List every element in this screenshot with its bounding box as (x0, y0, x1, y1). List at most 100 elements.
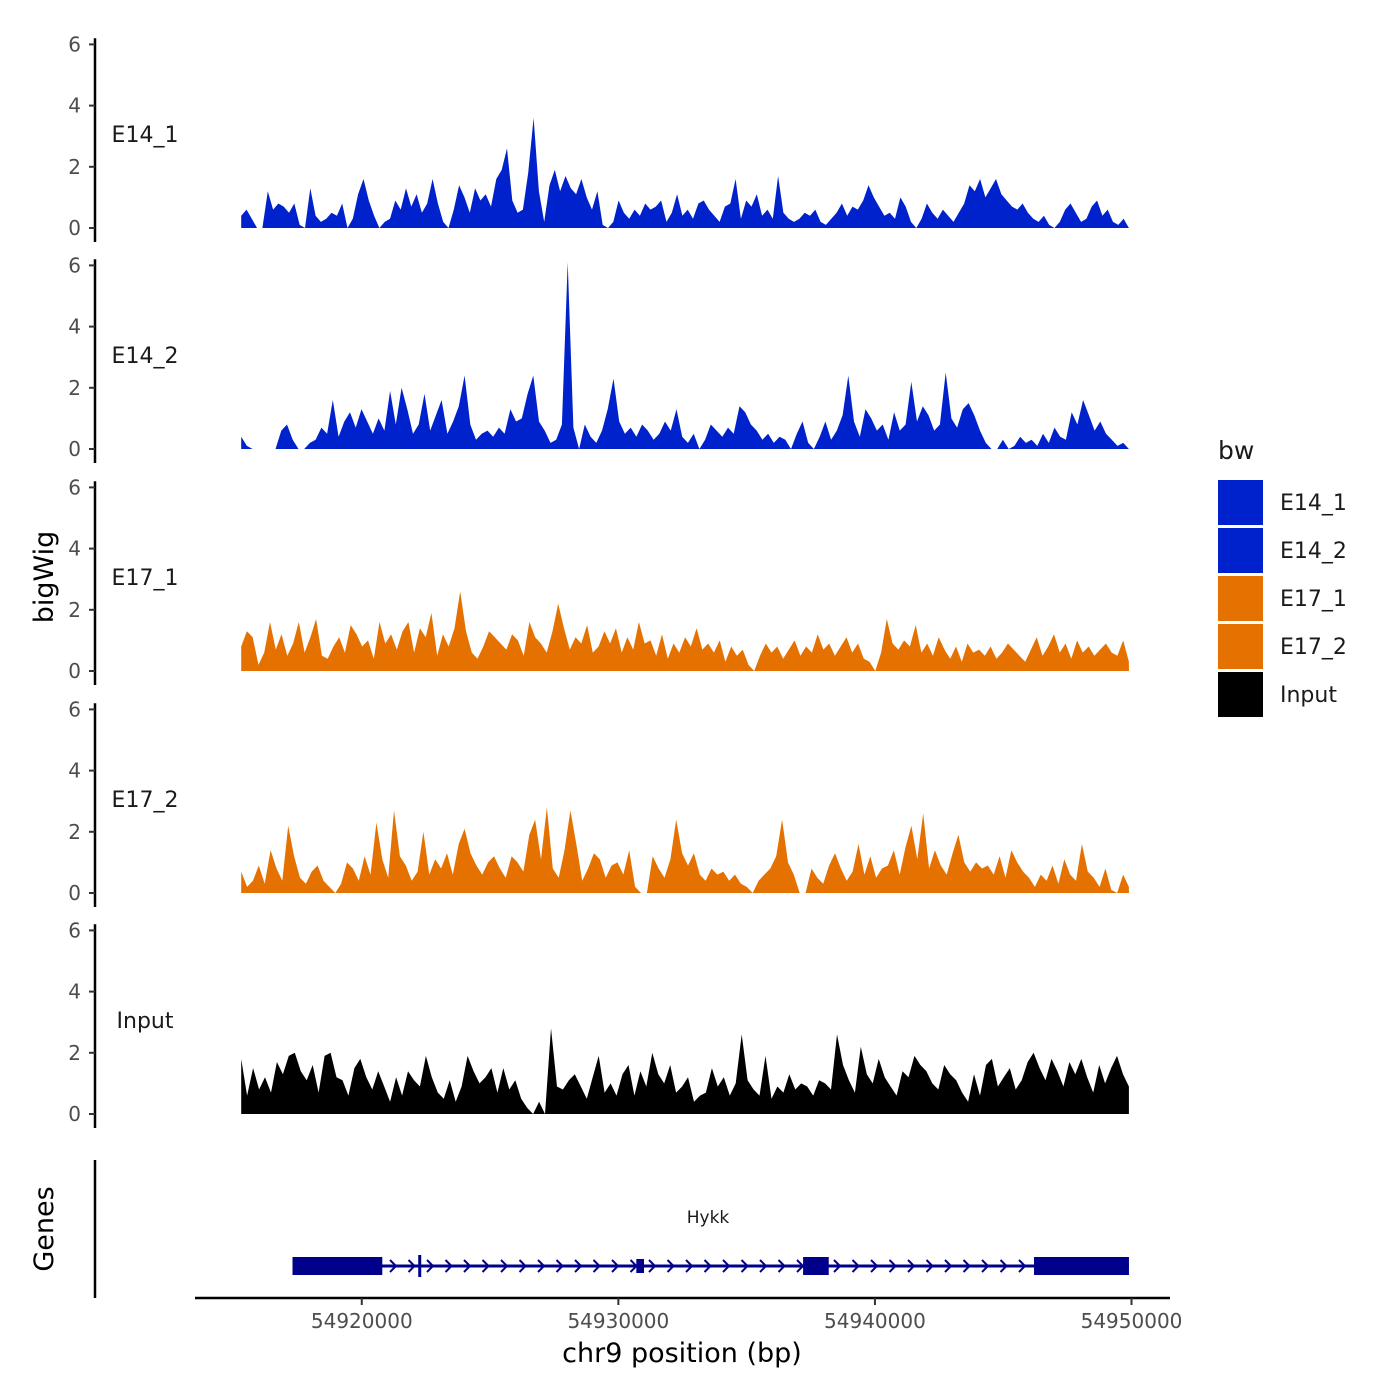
y-tick-label: 2 (68, 155, 81, 179)
exon-block (292, 1257, 383, 1275)
y-tick-label: 2 (68, 376, 81, 400)
strand-arrow (999, 1259, 1008, 1273)
y-tick-label: 0 (68, 216, 81, 240)
strand-arrow (444, 1259, 453, 1273)
y-axis-title: bigWig (29, 531, 60, 624)
y-tick-label: 6 (68, 253, 81, 277)
strand-arrow (685, 1259, 694, 1273)
strand-arrow (518, 1259, 527, 1273)
exon-block (1034, 1257, 1129, 1275)
legend-item-E14_1: E14_1 (1218, 480, 1347, 525)
track-label: E14_1 (112, 123, 179, 148)
strand-arrow (426, 1259, 435, 1273)
y-tick-label: 4 (68, 759, 81, 783)
y-tick-label: 6 (68, 697, 81, 721)
y-tick-label: 0 (68, 437, 81, 461)
strand-arrow (851, 1259, 860, 1273)
y-tick-label: 6 (68, 32, 81, 56)
strand-arrow (888, 1259, 897, 1273)
legend: bw E14_1 E14_2 E17_1 E17_2 Input (1218, 436, 1347, 717)
legend-swatch (1218, 528, 1263, 573)
coverage-area (241, 591, 1129, 671)
exon-block (803, 1257, 829, 1275)
x-axis: 54920000 54930000 54940000 54950000 (195, 1296, 1183, 1333)
track-E14_1: 0 2 4 6 E14_1 (68, 32, 1129, 242)
y-tick-label: 6 (68, 475, 81, 499)
exon-block (636, 1259, 645, 1273)
legend-label: Input (1280, 683, 1337, 708)
strand-arrow (592, 1259, 601, 1273)
track-Input: 0 2 4 6 Input (68, 918, 1129, 1128)
strand-arrow (611, 1259, 620, 1273)
y-tick-label: 4 (68, 980, 81, 1004)
strand-arrow (907, 1259, 916, 1273)
strand-arrow (981, 1259, 990, 1273)
legend-label: E17_2 (1280, 635, 1347, 660)
strand-arrow (962, 1259, 971, 1273)
track-E17_2: 0 2 4 6 E17_2 (68, 697, 1129, 907)
legend-item-E17_1: E17_1 (1218, 576, 1347, 621)
strand-arrow (740, 1259, 749, 1273)
legend-label: E14_2 (1280, 539, 1347, 564)
strand-arrow (574, 1259, 583, 1273)
strand-arrow (666, 1259, 675, 1273)
y-tick-label: 4 (68, 94, 81, 118)
coverage-area (241, 262, 1129, 449)
legend-item-Input: Input (1218, 672, 1337, 717)
strand-arrow (777, 1259, 786, 1273)
legend-title: bw (1218, 436, 1254, 465)
strand-arrow (481, 1259, 490, 1273)
legend-swatch (1218, 576, 1263, 621)
strand-arrow (722, 1259, 731, 1273)
y-tick-label: 4 (68, 537, 81, 561)
legend-swatch (1218, 480, 1263, 525)
strand-arrow (870, 1259, 879, 1273)
genes-axis-title: Genes (29, 1186, 60, 1271)
strand-arrow (537, 1259, 546, 1273)
y-tick-label: 2 (68, 820, 81, 844)
strand-arrow (1018, 1259, 1027, 1273)
bigwig-tracks: 0 2 4 6 E14_1 0 2 4 6 E14_2 0 2 4 6 E17_1 0 2 4 6 E17_2 0 2 4 6… (68, 32, 1129, 1128)
track-E14_2: 0 2 4 6 E14_2 (68, 253, 1129, 463)
coverage-area (241, 117, 1129, 228)
x-axis-title: chr9 position (bp) (562, 1338, 802, 1369)
y-tick-label: 2 (68, 1041, 81, 1065)
strand-arrow (796, 1259, 805, 1273)
x-tick-label: 54920000 (311, 1309, 413, 1333)
x-tick-label: 54950000 (1081, 1309, 1183, 1333)
strand-arrow (944, 1259, 953, 1273)
y-tick-label: 0 (68, 659, 81, 683)
y-tick-label: 6 (68, 918, 81, 942)
track-label: Input (117, 1009, 174, 1034)
legend-label: E14_1 (1280, 491, 1347, 516)
legend-item-E17_2: E17_2 (1218, 624, 1347, 669)
genes-track: Hykk (93, 1160, 1129, 1298)
x-tick-label: 54940000 (824, 1309, 926, 1333)
coverage-area (241, 1028, 1129, 1114)
legend-label: E17_1 (1280, 587, 1347, 612)
strand-arrow (925, 1259, 934, 1273)
y-tick-label: 0 (68, 881, 81, 905)
y-tick-label: 4 (68, 315, 81, 339)
legend-swatch (1218, 624, 1263, 669)
y-tick-label: 0 (68, 1102, 81, 1126)
strand-arrow (389, 1259, 398, 1273)
gene-name-label: Hykk (687, 1208, 730, 1228)
x-tick-label: 54930000 (567, 1309, 669, 1333)
coverage-area (241, 807, 1129, 893)
track-label: E17_2 (112, 788, 179, 813)
track-label: E17_1 (112, 566, 179, 591)
strand-arrow (500, 1259, 509, 1273)
track-label: E14_2 (112, 344, 179, 369)
y-tick-label: 2 (68, 598, 81, 622)
legend-swatch (1218, 672, 1263, 717)
strand-arrow (555, 1259, 564, 1273)
strand-arrow (833, 1259, 842, 1273)
strand-arrow (407, 1259, 416, 1273)
exon-block (418, 1255, 422, 1277)
gene-model (292, 1255, 1129, 1277)
legend-item-E14_2: E14_2 (1218, 528, 1347, 573)
track-E17_1: 0 2 4 6 E17_1 (68, 475, 1129, 685)
strand-arrow (463, 1259, 472, 1273)
strand-arrow (759, 1259, 768, 1273)
